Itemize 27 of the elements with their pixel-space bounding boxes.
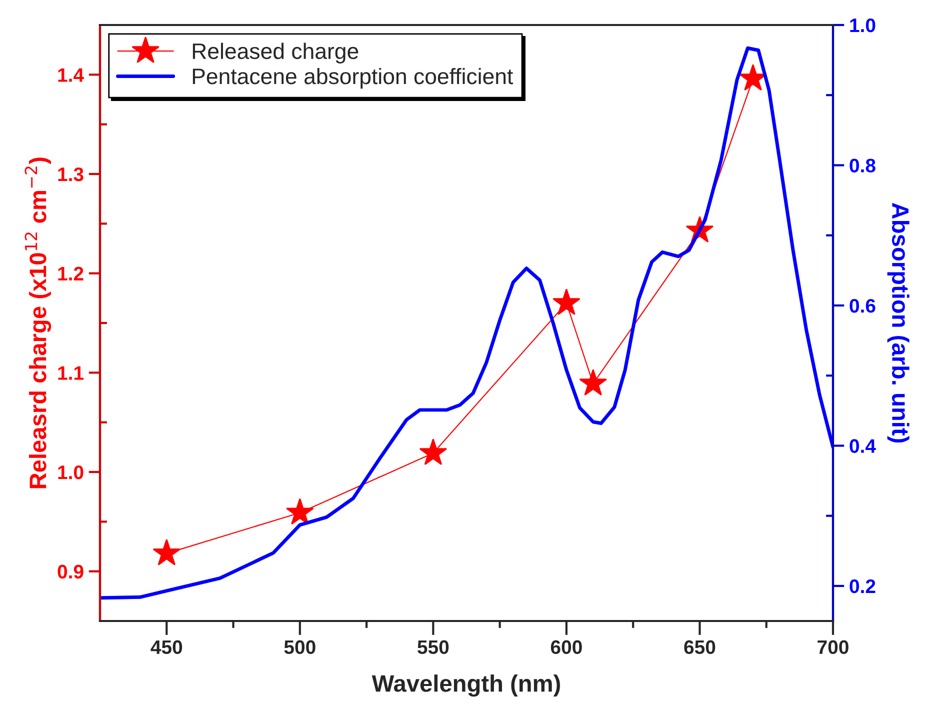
x-tick-label: 700 [818,640,848,654]
point [152,538,181,566]
point [419,438,448,466]
legend-label: Pentacene absorption coefficient [192,68,513,89]
y-tick-label: 1.1 [58,366,84,380]
y2-tick-label: 1.0 [850,18,876,32]
y-tick-label: 1.2 [58,266,84,280]
x-axis-title: Wavelength (nm) [372,674,560,697]
point [579,369,608,396]
y2-tick-label: 0.2 [850,579,876,594]
point [552,288,580,316]
x-tick-label: 600 [550,640,582,654]
x-tick-label: 500 [284,640,316,654]
x-tick-label: 550 [418,640,449,654]
y2-tick-label: 0.6 [850,298,876,313]
point [286,498,314,525]
y-tick-label: 1.0 [58,465,84,480]
y-tick-label: 0.9 [58,564,84,579]
y-tick-label: 1.4 [58,68,84,82]
y2-axis-title: Absorption (arb. unit) [887,202,910,442]
y-axis-title: Releasrd charge (x10$^{12}$ cm$^{−2}$) [24,158,52,488]
x-tick-label: 650 [684,640,716,654]
y-tick-label: 1.3 [58,167,84,182]
y2-tick-label: 0.8 [850,158,876,172]
y2-tick-label: 0.4 [850,439,876,453]
x-tick-label: 450 [150,640,182,654]
legend-label: Released charge [192,42,358,64]
